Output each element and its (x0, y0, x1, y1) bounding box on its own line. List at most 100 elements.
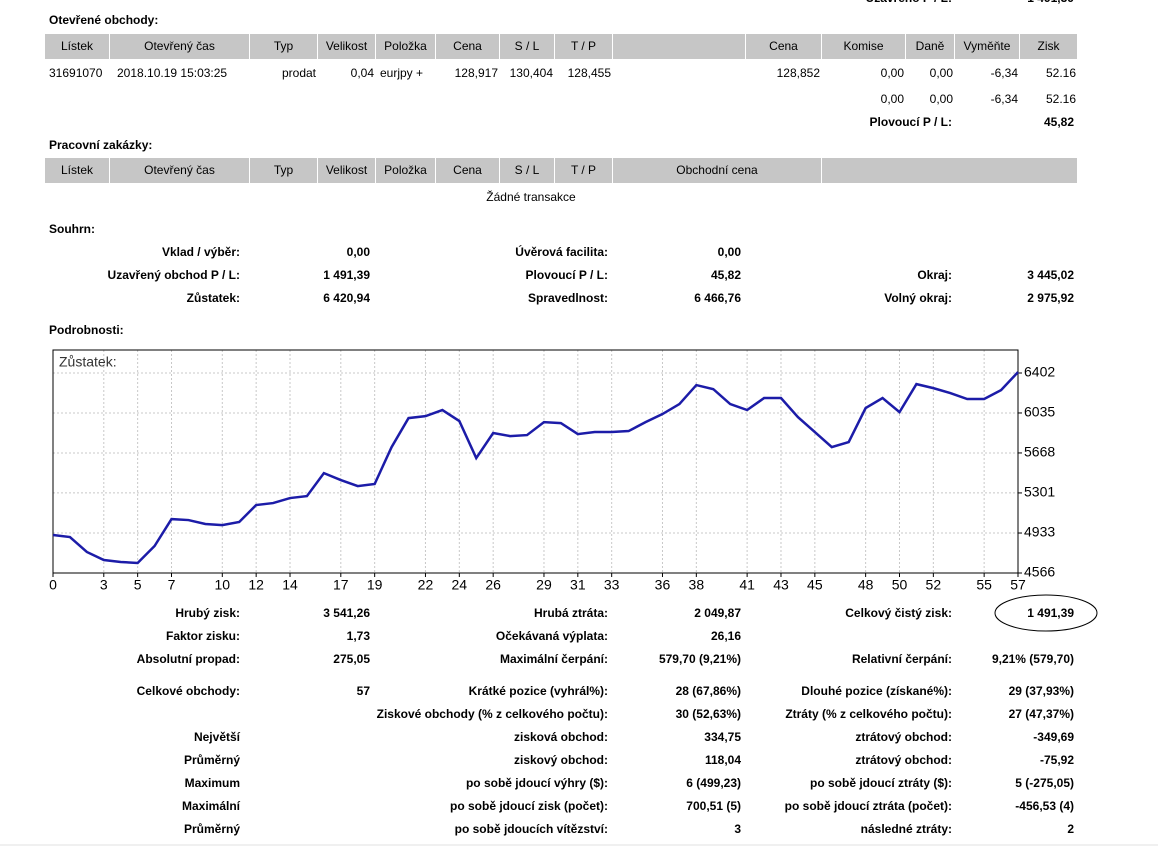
cut-value: 1 491,39 (1027, 0, 1074, 6)
cell: 0,00 (880, 92, 904, 106)
header-cell: Zisk (1020, 34, 1077, 59)
stats-cell: 30 (52,63%) (675, 707, 741, 721)
header-cell: Otevřený čas (110, 158, 249, 183)
stats-cell: 3 541,26 (323, 606, 370, 620)
x-tick-label: 5 (134, 577, 142, 593)
header-cell: Typ (250, 34, 317, 59)
x-tick-label: 0 (49, 577, 57, 593)
stats-cell: po sobě jdoucích vítězství: (454, 822, 608, 836)
summary-cell: 2 975,92 (1027, 291, 1074, 305)
x-tick-label: 7 (168, 577, 176, 593)
stats-cell: 3 (734, 822, 741, 836)
summary-cell: Úvěrová facilita: (515, 245, 608, 259)
cell: 52.16 (1045, 92, 1076, 106)
summary-cell: Spravedlnost: (527, 291, 608, 305)
stats-cell: Krátké pozice (vyhrál%): (468, 684, 608, 698)
stats-cell: po sobě jdoucí zisk (počet): (449, 799, 608, 813)
x-tick-label: 43 (773, 577, 789, 593)
stats-cell: 27 (47,37%) (1008, 707, 1074, 721)
summary-cell: 3 445,02 (1027, 268, 1074, 282)
cell: 52.16 (1045, 66, 1076, 80)
cell: prodat (281, 66, 316, 80)
section-title: Pracovní zakázky: (49, 138, 153, 152)
section-title: Otevřené obchody: (49, 13, 159, 27)
cell: -6,34 (990, 92, 1018, 106)
header-cell: Lístek (45, 158, 109, 183)
cell: 2018.10.19 15:03:25 (117, 66, 228, 80)
stats-cell: 334,75 (704, 730, 741, 744)
x-tick-label: 14 (282, 577, 298, 593)
summary-cell: 1 491,39 (323, 268, 370, 282)
stats-cell: Faktor zisku: (165, 629, 240, 643)
x-tick-label: 36 (655, 577, 671, 593)
stats-cell: Hrubý zisk: (175, 606, 240, 620)
stats-cell: Celkový čistý zisk: (845, 606, 952, 620)
stats-cell: po sobě jdoucí ztráta (počet): (784, 799, 952, 813)
header-cell: Velikost (318, 158, 375, 183)
x-tick-label: 33 (604, 577, 620, 593)
x-tick-label: 29 (536, 577, 552, 593)
summary-cell: 0,00 (717, 245, 741, 259)
header-cell: Cena (436, 158, 499, 183)
stats-cell: -75,92 (1039, 753, 1074, 767)
stats-cell: 1 491,39 (1027, 606, 1074, 620)
stats-cell: Relativní čerpání: (851, 652, 952, 666)
stats-cell: 275,05 (333, 652, 370, 666)
summary-cell: 6 466,76 (694, 291, 741, 305)
x-tick-label: 41 (739, 577, 755, 593)
stats-cell: zisková obchod: (513, 730, 608, 744)
stats-cell: ztrátový obchod: (855, 730, 952, 744)
x-tick-label: 45 (807, 577, 823, 593)
header-cell: Cena (746, 34, 821, 59)
y-tick-label: 6035 (1024, 404, 1055, 420)
header-cell: S / L (500, 158, 554, 183)
stats-cell: Dlouhé pozice (získané%): (801, 684, 952, 698)
summary-cell: 0,00 (346, 245, 370, 259)
header-cell: Položka (376, 158, 435, 183)
x-tick-label: 22 (418, 577, 434, 593)
stats-cell: -349,69 (1033, 730, 1074, 744)
cell: 0,00 (929, 66, 953, 80)
stats-cell: 2 (1067, 822, 1074, 836)
x-tick-label: 10 (215, 577, 231, 593)
stats-cell: po sobě jdoucí ztráty ($): (809, 776, 952, 790)
summary-cell: Zůstatek: (186, 291, 240, 305)
stats-cell: 6 (499,23) (686, 776, 741, 790)
cut-label: Uzavřeno P / L: (866, 0, 952, 6)
stats-cell: Hrubá ztráta: (533, 606, 608, 620)
summary-cell: 45,82 (710, 268, 741, 282)
y-tick-label: 6402 (1024, 364, 1055, 380)
summary-cell: 6 420,94 (323, 291, 370, 305)
header-cell: S / L (500, 34, 554, 59)
floating-value: 45,82 (1043, 115, 1074, 129)
y-tick-label: 4566 (1024, 564, 1055, 580)
stats-cell: 1,73 (346, 629, 370, 643)
stats-cell: Ztráty (% z celkového počtu): (785, 707, 952, 721)
cell: 130,404 (509, 66, 553, 80)
stats-cell: Největší (193, 730, 240, 744)
x-tick-label: 31 (570, 577, 586, 593)
summary-cell: Okraj: (917, 268, 952, 282)
stats-cell: Maximální (181, 799, 240, 813)
y-tick-label: 5301 (1024, 484, 1055, 500)
summary-cell: Vklad / výběr: (161, 245, 240, 259)
stats-cell: 29 (37,93%) (1008, 684, 1074, 698)
empty-note: Žádné transakce (486, 190, 576, 204)
x-tick-label: 50 (892, 577, 908, 593)
cell: 31691070 (49, 66, 103, 80)
x-tick-label: 17 (333, 577, 349, 593)
chart-title: Zůstatek: (59, 354, 117, 370)
stats-cell: Maximum (184, 776, 240, 790)
header-cell: Otevřený čas (110, 34, 249, 59)
summary-cell: Volný okraj: (884, 291, 952, 305)
x-tick-label: 55 (976, 577, 992, 593)
header-cell: Daně (906, 34, 954, 59)
stats-cell: 9,21% (579,70) (991, 652, 1074, 666)
header-cell: Cena (436, 34, 499, 59)
x-tick-label: 24 (452, 577, 468, 593)
stats-cell: 28 (67,86%) (675, 684, 741, 698)
cell: 128,852 (776, 66, 820, 80)
header-cell: Komise (822, 34, 905, 59)
